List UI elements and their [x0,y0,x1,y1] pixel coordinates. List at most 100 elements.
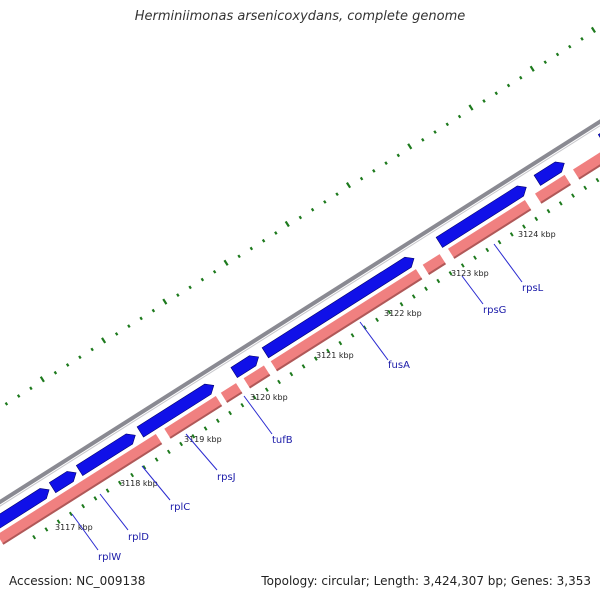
forward-gene-arrow [261,256,415,359]
gc-tick-mark [114,332,119,336]
inner-tick-mark [387,309,392,315]
reverse-gene-bar [573,152,600,179]
gc-tick-mark [372,169,376,173]
gc-tick-mark [200,277,205,282]
inner-tick-mark [81,503,86,509]
forward-gene-arrow [435,185,527,248]
reverse-gene-bar [535,174,571,203]
inner-tick-mark [485,247,490,253]
gc-tick-mark [298,215,303,220]
map-title: Herminiimonas arsenicoxydans, complete g… [134,9,466,24]
gc-tick-mark [39,376,45,383]
gc-tick-mark [568,44,572,49]
inner-tick-mark [436,278,441,284]
gene-leader-line [185,433,218,471]
reverse-gene-edge [226,391,243,403]
gc-tick-mark [284,220,290,228]
inner-tick-mark [44,527,49,532]
scale-labels: 3117 kbp 3118 kbp 3119 kbp 3120 kbp 3121 kbp… [55,230,556,532]
inner-tick-mark [301,364,306,369]
inner-tick-mark [191,434,196,439]
gene-label: tufB [272,435,293,446]
reverse-gene-bar [243,365,270,388]
inner-tick-mark [130,472,135,478]
reverse-gene-edge [540,183,572,204]
inner-tick-mark [509,232,514,237]
inner-tick-mark [117,480,122,486]
forward-gene-arrow [48,471,77,494]
gc-tick-mark [359,176,364,181]
gc-tick-mark [580,37,584,41]
gc-tick-mark [78,355,82,360]
inner-tick-mark [252,395,257,400]
inner-tick-mark [399,302,404,307]
forward-gene-arrow [75,433,136,477]
gc-tick-mark [162,298,168,305]
gc-tick-mark [4,401,9,406]
inner-tick-mark [277,379,281,385]
gene-leader-line [71,513,99,551]
gc-tick-mark [151,308,156,313]
gc-tick-mark [223,259,229,266]
inner-tick-mark [32,534,37,540]
inner-tick-mark [215,418,220,423]
gc-tick-mark [590,26,596,34]
forward-gene-arrow [136,383,215,438]
gene-label: rplD [128,532,149,543]
gc-tick-mark [249,246,254,251]
gc-tick-mark [212,269,217,274]
inner-tick-mark [313,356,318,361]
inner-tick-mark [68,511,73,517]
inner-tick-mark [56,519,61,524]
inner-tick-mark [93,496,98,501]
gene-leader-line [493,243,523,283]
inner-tick-mark [424,286,428,291]
reverse-gene-bar [164,396,222,438]
scale-tick-label: 3123 kbp [451,269,489,278]
gc-tick-mark [457,114,462,119]
scale-tick-label: 3121 kbp [316,351,354,360]
gc-tick-mark [335,192,339,197]
gc-tick-mark [323,200,327,204]
scale-tick-label: 3122 kbp [384,309,422,318]
reverse-gene-bar [220,383,242,403]
gc-tick-mark [274,231,278,235]
gc-tick-mark [65,363,70,367]
gc-tick-mark [555,52,560,57]
gc-tick-mark [310,207,315,212]
inner-tick-mark [289,371,294,377]
topology-text: Topology: circular; Length: 3,424,307 bp… [261,574,591,588]
inner-tick-mark [264,387,269,392]
inner-tick-mark [179,441,184,447]
inner-tick-mark [583,185,588,191]
gc-tick-mark [529,65,535,72]
inner-tick-mark [326,348,330,354]
inner-tick-mark [460,263,465,268]
inner-tick-mark [228,410,233,416]
inner-tick-mark [534,216,539,222]
inner-tick-mark [558,201,563,206]
inner-tick-mark [411,294,416,299]
scale-tick-label: 3117 kbp [55,523,93,532]
reverse-gene-bar [0,434,162,544]
gc-skew-ticks [4,26,596,406]
reverse-gene-bar [448,200,531,258]
gc-tick-mark [543,60,548,65]
gene-leader-line [99,493,129,531]
gc-tick-mark [261,238,266,243]
gc-tick-mark [482,99,486,103]
inner-tick-mark [203,426,208,431]
reverse-gene-edge [276,277,423,372]
gc-tick-mark [445,122,450,127]
gc-tick-mark [519,75,523,80]
inner-tick-mark [105,488,110,493]
gc-tick-mark [237,254,241,259]
gc-tick-mark [16,394,21,398]
inner-tick-mark [142,465,147,470]
forward-gene-arrow [533,161,565,186]
forward-gene-arrow [230,355,259,379]
inner-tick-mark [338,340,343,346]
inner-tick-mark [546,208,551,214]
